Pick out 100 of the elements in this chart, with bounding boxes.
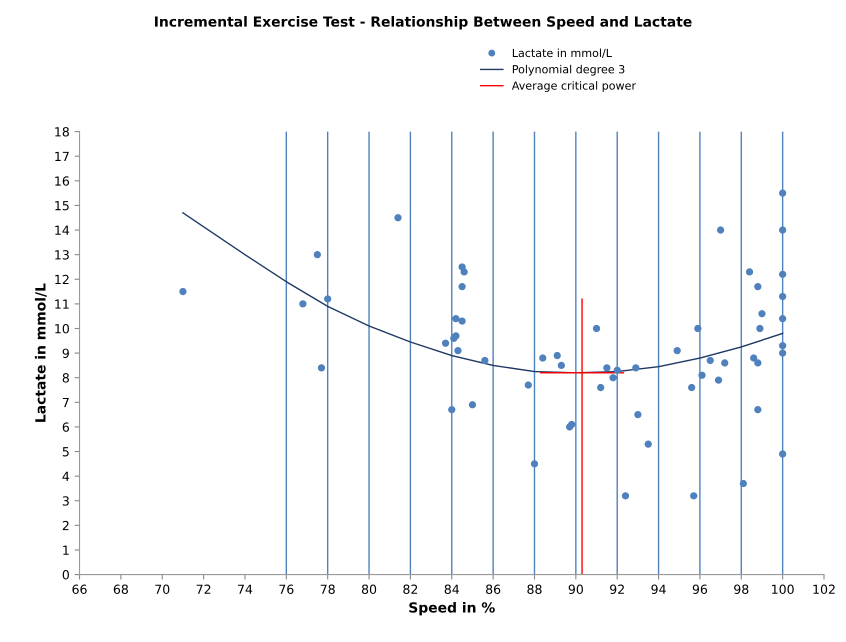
y-tick-label: 16 bbox=[55, 176, 70, 186]
point bbox=[530, 460, 538, 468]
point bbox=[458, 283, 466, 290]
y-tick-label: 17 bbox=[55, 152, 69, 161]
x-tick-label: 92 bbox=[610, 584, 624, 594]
point bbox=[597, 384, 604, 392]
y-tick-label: 0 bbox=[62, 570, 69, 580]
point bbox=[568, 420, 576, 428]
x-tick-label: 98 bbox=[734, 584, 748, 594]
x-tick-label: 68 bbox=[114, 584, 128, 594]
point bbox=[324, 295, 332, 303]
point bbox=[754, 359, 762, 367]
y-tick-label: 11 bbox=[55, 300, 69, 309]
x-tick-label: 86 bbox=[486, 584, 500, 594]
point bbox=[779, 315, 786, 322]
point bbox=[714, 376, 722, 384]
x-tick-label: 88 bbox=[527, 584, 542, 594]
y-tick-label: 12 bbox=[55, 274, 69, 284]
legend-label: Polynomial degree 3 bbox=[512, 64, 624, 76]
y-tick-label: 18 bbox=[55, 127, 69, 137]
point bbox=[622, 492, 630, 500]
point bbox=[750, 354, 758, 362]
point bbox=[779, 226, 786, 234]
x-tick-label: 70 bbox=[155, 584, 170, 594]
y-tick-label: 1 bbox=[63, 546, 69, 555]
point bbox=[698, 372, 706, 379]
point bbox=[448, 406, 456, 414]
point bbox=[452, 332, 460, 340]
y-tick-label: 8 bbox=[62, 373, 69, 383]
y-tick-label: 15 bbox=[55, 201, 69, 210]
y-tick-label: 5 bbox=[62, 447, 69, 456]
point bbox=[468, 401, 476, 408]
point bbox=[454, 347, 462, 354]
y-tick-label: 6 bbox=[62, 422, 70, 432]
point bbox=[779, 450, 786, 458]
point bbox=[603, 364, 611, 372]
point bbox=[754, 406, 762, 414]
x-axis-title: Speed in % bbox=[409, 602, 495, 616]
x-tick-label: 102 bbox=[813, 584, 835, 594]
point bbox=[694, 324, 702, 332]
x-tick-label: 96 bbox=[692, 584, 708, 594]
point bbox=[481, 356, 488, 364]
point bbox=[632, 364, 640, 372]
point bbox=[452, 315, 460, 322]
point bbox=[706, 356, 714, 364]
point bbox=[690, 492, 698, 500]
point bbox=[458, 317, 466, 325]
legend-label: Lactate in mmol/L bbox=[512, 48, 612, 58]
point bbox=[314, 251, 321, 258]
point bbox=[674, 347, 681, 354]
point bbox=[756, 324, 764, 332]
x-tick-label: 66 bbox=[72, 584, 87, 594]
point bbox=[688, 384, 696, 392]
point bbox=[558, 362, 566, 370]
point bbox=[592, 324, 600, 332]
point bbox=[442, 340, 450, 347]
point bbox=[716, 226, 724, 234]
point bbox=[554, 352, 561, 360]
x-tick-label: 100 bbox=[772, 584, 794, 594]
chart-title: Incremental Exercise Test - Relationship Between Speed and Lactate bbox=[155, 16, 692, 30]
y-tick-label: 14 bbox=[55, 226, 70, 235]
point bbox=[758, 310, 766, 318]
y-tick-label: 7 bbox=[62, 398, 69, 408]
y-tick-label: 3 bbox=[62, 496, 69, 506]
point bbox=[779, 292, 786, 300]
point bbox=[634, 410, 642, 418]
point bbox=[779, 349, 786, 357]
x-tick-label: 94 bbox=[651, 584, 666, 594]
x-tick-label: 76 bbox=[279, 584, 294, 594]
legend-label: Average critical power bbox=[512, 81, 636, 92]
point bbox=[394, 214, 402, 222]
x-tick-label: 84 bbox=[444, 584, 460, 594]
point bbox=[609, 374, 617, 382]
point bbox=[779, 342, 786, 350]
y-tick-label: 9 bbox=[62, 348, 69, 358]
x-tick-label: 80 bbox=[362, 584, 376, 594]
x-tick-label: 72 bbox=[196, 584, 210, 594]
point bbox=[754, 283, 762, 290]
point bbox=[740, 480, 747, 488]
point bbox=[318, 364, 326, 372]
y-tick-label: 10 bbox=[55, 324, 69, 334]
point bbox=[460, 268, 468, 276]
point bbox=[721, 359, 728, 367]
point bbox=[524, 381, 532, 389]
point bbox=[299, 300, 307, 308]
y-tick-label: 13 bbox=[55, 250, 69, 260]
line-series bbox=[182, 212, 784, 374]
y-tick-label: 2 bbox=[62, 520, 69, 530]
y-axis-title: Lactate in mmol/L bbox=[34, 283, 47, 422]
x-tick-label: 78 bbox=[320, 584, 335, 594]
point bbox=[779, 189, 786, 197]
point bbox=[614, 366, 621, 374]
y-tick-label: 4 bbox=[62, 472, 70, 481]
point bbox=[644, 440, 652, 448]
point bbox=[779, 270, 786, 278]
point bbox=[539, 354, 546, 362]
x-tick-label: 74 bbox=[238, 584, 252, 594]
point bbox=[179, 288, 187, 296]
x-tick-label: 82 bbox=[403, 584, 418, 594]
point bbox=[746, 268, 754, 276]
